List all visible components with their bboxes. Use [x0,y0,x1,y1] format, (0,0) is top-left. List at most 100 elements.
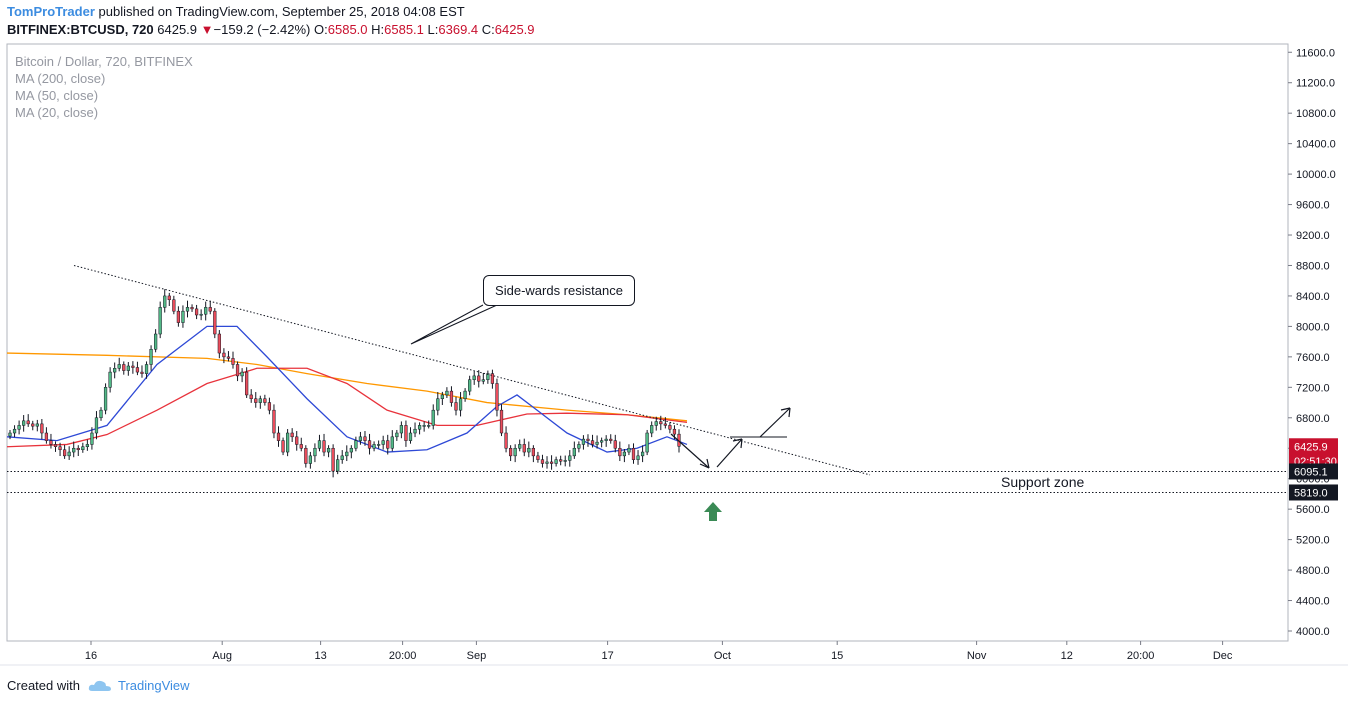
price-tick-label: 11200.0 [1296,78,1335,90]
time-axis[interactable]: 16 Aug 13 20:00 Sep 17 Oct 15 Nov 12 20:00 Dec [85,641,1233,662]
candle-body [372,444,376,449]
callout-pointer [410,304,498,345]
candle-body [581,438,586,445]
candle-body [26,420,30,425]
candle-body [122,364,126,371]
cloud-icon [88,680,111,691]
candle-body [363,436,367,441]
candle-body [627,447,631,453]
candle-body [399,425,404,434]
candle-body [568,455,572,461]
price-tick-label: 7600.0 [1296,352,1330,364]
candle-body [545,461,549,464]
moving-averages [6,325,688,453]
candle-body [527,447,531,453]
legend-ma20[interactable]: MA (20, close) [15,105,99,120]
support-upper-tag: 6095.1 [1294,466,1328,478]
candle-body [317,440,322,449]
candle-body [436,398,440,411]
candle-body [440,394,444,399]
created-with-text: Created with [7,678,80,693]
candle-body [172,299,176,312]
last-price-tag: 6425.9 [1294,441,1328,453]
tradingview-brand-link[interactable]: TradingView [117,678,190,693]
candle-body [94,417,99,434]
candle-body [577,444,581,449]
candle-body [454,402,458,411]
candle-body [176,310,181,323]
candle-body [386,440,390,449]
candle-body [422,425,426,427]
price-tick-label: 10000.0 [1296,169,1336,181]
candle-body [149,348,153,365]
author-link[interactable]: TomProTrader [7,4,95,19]
header-bar: TomProTrader published on TradingView.co… [0,0,1348,44]
candle-body [117,364,121,369]
candle-body [85,444,89,447]
candle-body [367,440,372,449]
candle-body [395,432,399,438]
support-zone-label: Support zone [1001,474,1085,490]
candle-body [659,421,663,425]
candle-body [554,459,558,464]
close-label: C: [481,22,495,37]
legend-ma200[interactable]: MA (200, close) [15,71,106,86]
candle-body [404,425,408,441]
candle-body [668,425,672,430]
legend-ma50[interactable]: MA (50, close) [15,88,99,103]
symbol-label[interactable]: BITFINEX:BTCUSD, 720 [7,22,154,37]
time-tick-label: 13 [314,650,326,662]
candle-body [76,447,80,451]
close-value: 6425.9 [494,22,535,37]
resistance-callout[interactable]: Side-wards resistance [483,275,635,306]
high-value: 6585.1 [384,22,424,37]
legend-title[interactable]: Bitcoin / Dollar, 720, BITFINEX [15,54,193,69]
time-tick-label: 20:00 [389,650,417,662]
time-tick-label: Nov [967,650,987,662]
candle-body [90,432,94,445]
candle-body [103,387,108,411]
price-axis[interactable]: 11600.0 11200.0 10800.0 10400.0 10000.0 9600.… [1288,47,1336,638]
candle-body [199,313,203,316]
candle-body [313,447,317,457]
candle-body [600,440,604,443]
price-tick-label: 7200.0 [1296,382,1330,394]
price-tick-label: 9600.0 [1296,200,1330,212]
candle-body [618,447,622,457]
time-tick-label: Dec [1213,650,1233,662]
candle-body [108,371,112,388]
candle-body [17,425,21,430]
candle-body [499,409,504,434]
up-arrow-marker-icon [704,502,722,521]
candle-body [58,446,62,451]
candle-body [481,379,485,382]
candle-body [622,451,627,457]
candle-body [322,440,326,453]
price-tick-label: 10400.0 [1296,139,1336,151]
price-tick-label: 4800.0 [1296,565,1330,577]
arrowhead [699,458,710,469]
candle-body [22,420,26,426]
ma-line-2 [6,325,688,453]
candle-body [431,409,435,426]
ma-line-0 [6,352,688,422]
candle-body [354,440,358,449]
low-label: L: [427,22,439,37]
candle-body [477,375,481,382]
breakout-arrow [759,407,791,438]
time-tick-label: 20:00 [1127,650,1155,662]
candle-body [235,364,240,377]
candle-body [308,455,312,464]
candle-body [536,455,540,460]
time-tick-label: 15 [831,650,843,662]
candle-body [609,438,613,441]
candle-body [631,447,636,460]
arrowhead [780,407,791,418]
candle-body [295,436,299,445]
candle-body [163,295,167,308]
candle-body [194,308,199,316]
candle-body [463,390,467,399]
candle-body [290,432,294,438]
price-tick-label: 5200.0 [1296,535,1330,547]
